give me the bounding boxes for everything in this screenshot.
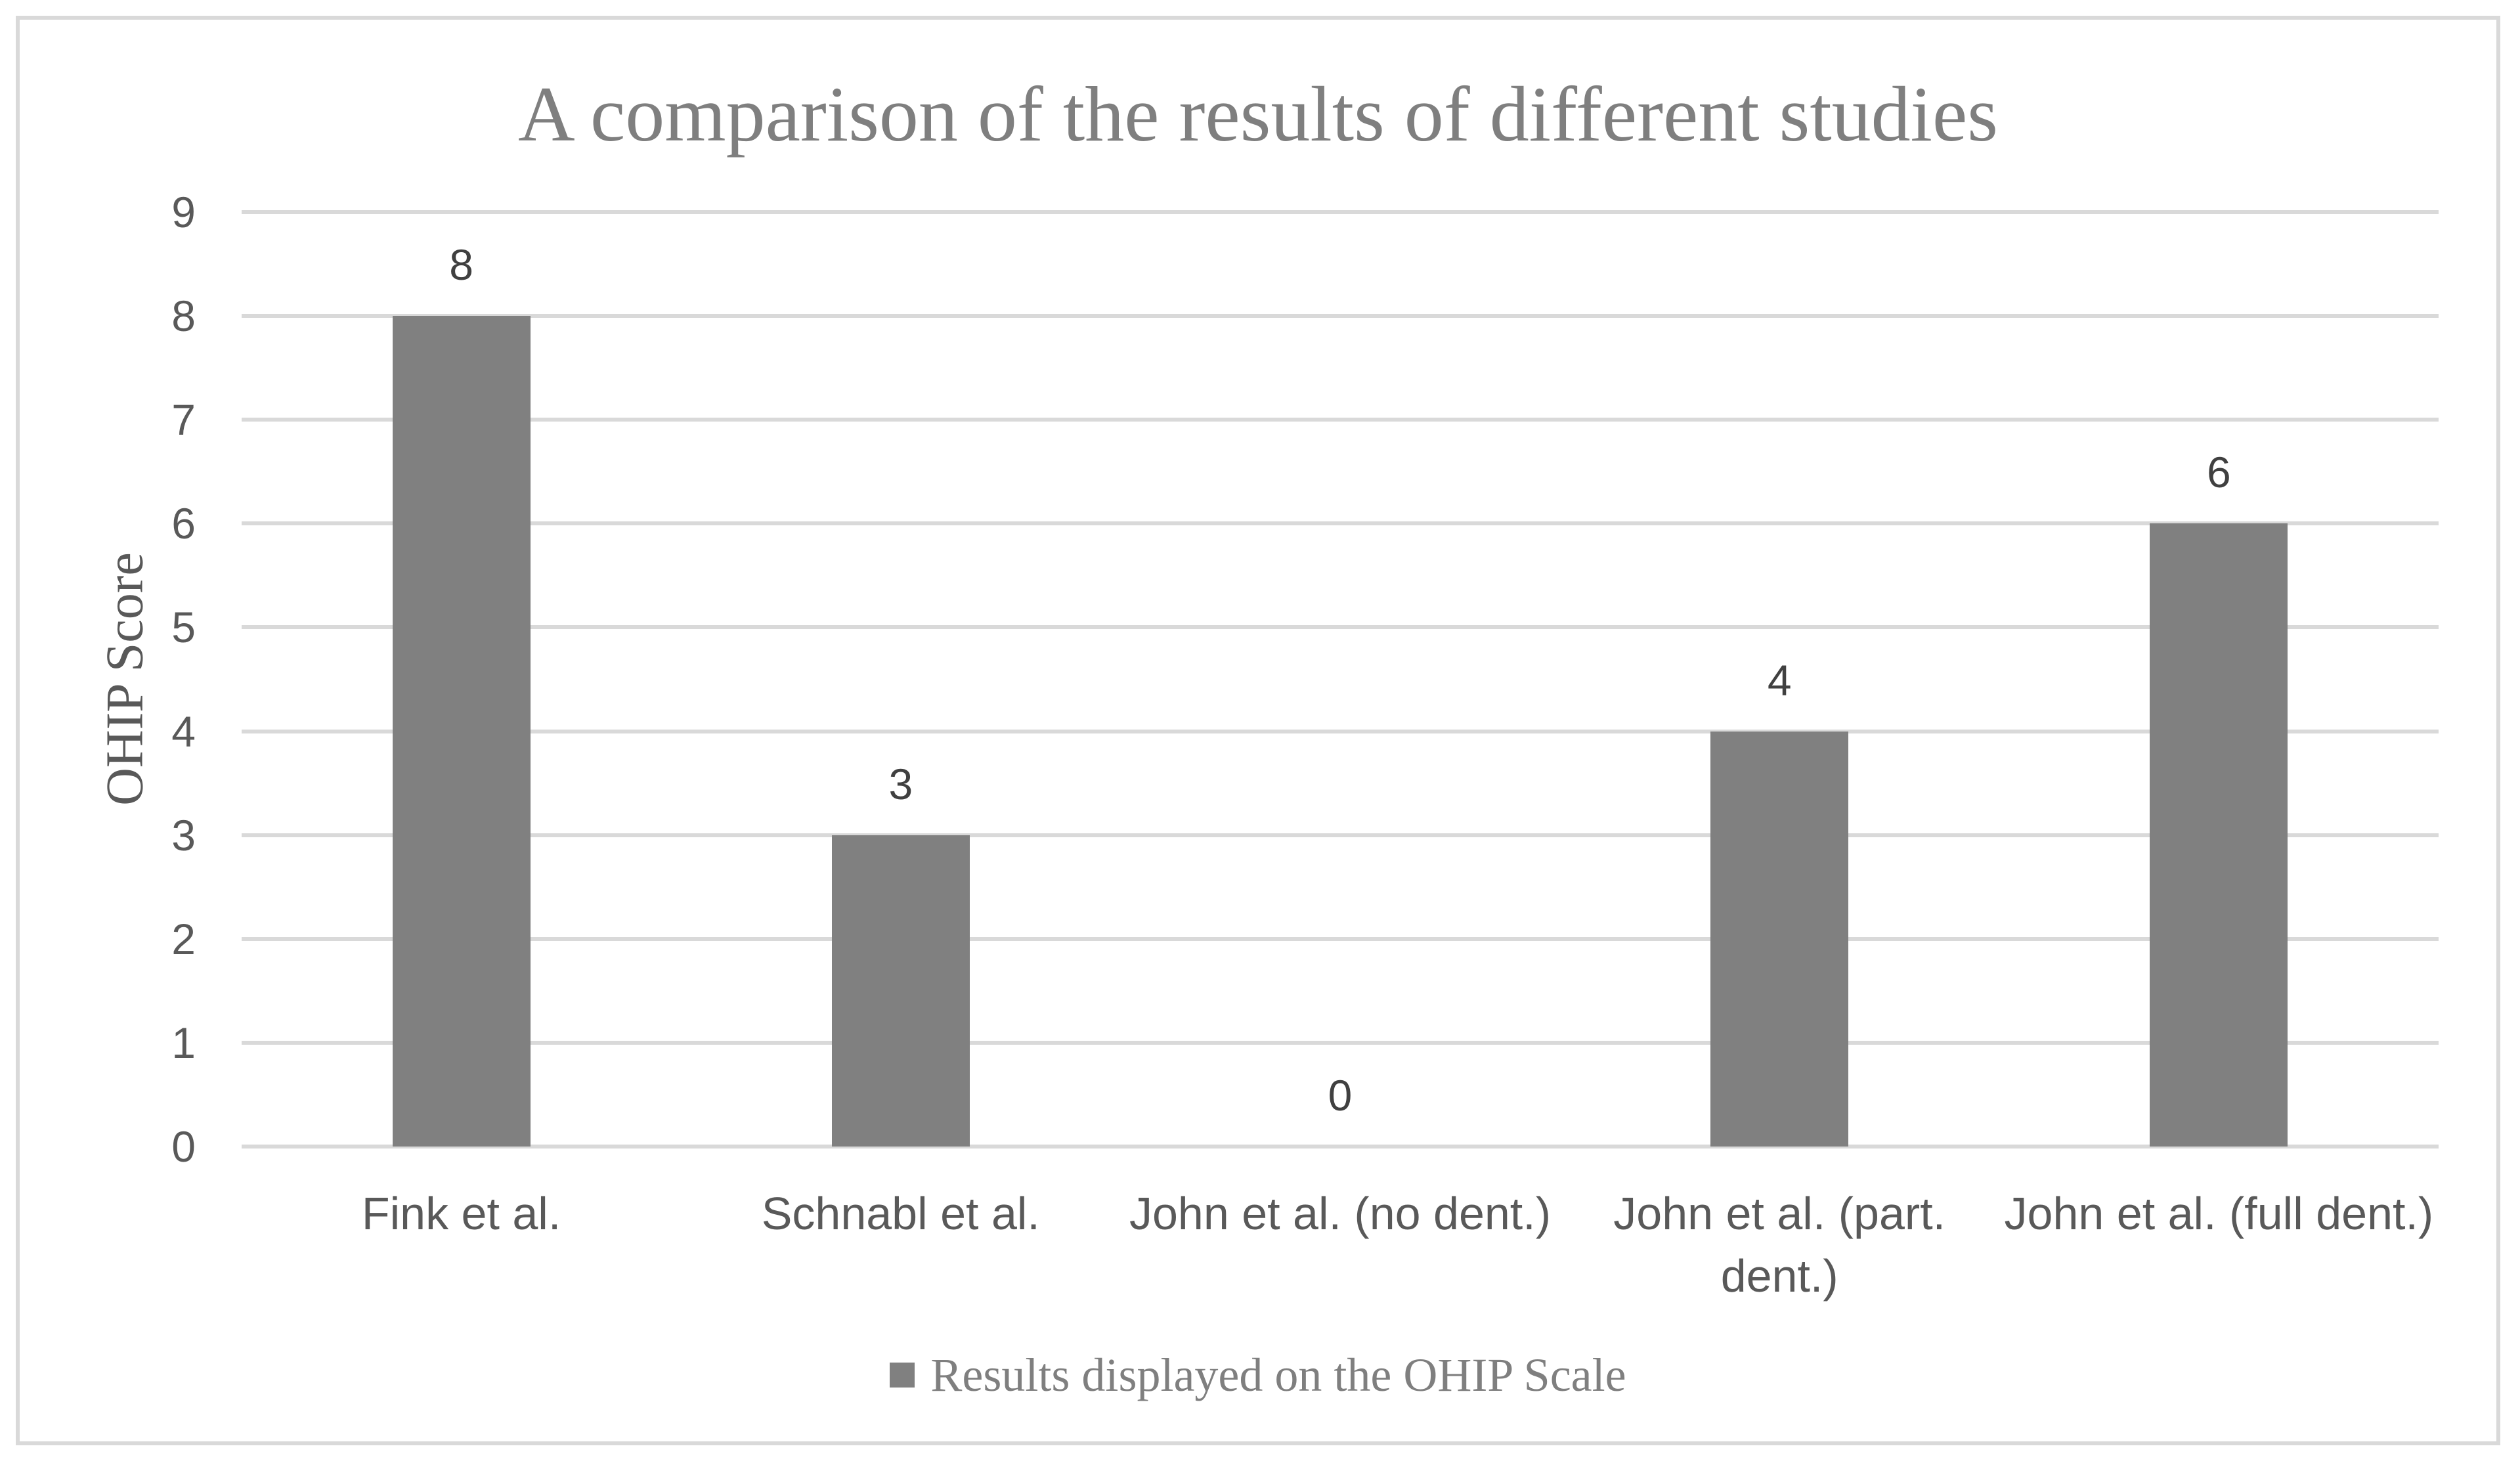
gridline xyxy=(242,833,2439,837)
x-category-label: John et al. (no dent.) xyxy=(1129,1188,1552,1239)
gridline xyxy=(242,1145,2439,1148)
gridline xyxy=(242,521,2439,526)
y-tick-label: 5 xyxy=(171,603,196,652)
y-axis-title: OHIP Score xyxy=(96,552,154,806)
y-tick-label: 8 xyxy=(171,292,196,341)
y-tick-label: 6 xyxy=(171,499,196,548)
gridline xyxy=(242,936,2439,941)
legend-marker-square xyxy=(890,1363,915,1388)
bar xyxy=(2150,523,2288,1147)
y-tick-label: 4 xyxy=(171,707,196,756)
x-category-label: Fink et al. xyxy=(361,1188,561,1239)
y-tick-label: 7 xyxy=(171,395,196,445)
bar-value-label: 0 xyxy=(1328,1071,1353,1120)
gridline xyxy=(242,418,2439,422)
legend: Results displayed on the OHIP Scale xyxy=(20,1351,2496,1399)
gridline xyxy=(242,314,2439,318)
y-tick-label: 3 xyxy=(171,810,196,860)
bar xyxy=(1710,731,1849,1147)
chart-title: A comparison of the results of different… xyxy=(518,70,1998,158)
bar xyxy=(392,316,531,1147)
bar xyxy=(831,835,970,1147)
plot-area: 8 3 0 4 6 xyxy=(242,210,2439,1148)
x-category-label: John et al. (part. dent.) xyxy=(1613,1188,1946,1301)
y-tick-label: 2 xyxy=(171,914,196,963)
bar-value-label: 4 xyxy=(1767,655,1792,705)
bar-value-label: 6 xyxy=(2207,448,2231,497)
gridline xyxy=(242,625,2439,630)
bar-value-label: 3 xyxy=(888,759,913,808)
bar-value-label: 8 xyxy=(449,240,473,290)
legend-label: Results displayed on the OHIP Scale xyxy=(930,1349,1626,1401)
x-category-label: John et al. (full dent.) xyxy=(2004,1188,2434,1239)
x-category-label: Schnabl et al. xyxy=(761,1188,1040,1239)
chart-figure: A comparison of the results of different… xyxy=(16,16,2500,1445)
y-tick-label: 0 xyxy=(171,1122,196,1171)
y-tick-label: 1 xyxy=(171,1018,196,1067)
y-tick-label: 9 xyxy=(171,188,196,236)
gridline xyxy=(242,210,2439,214)
gridline xyxy=(242,729,2439,733)
gridline xyxy=(242,1040,2439,1045)
